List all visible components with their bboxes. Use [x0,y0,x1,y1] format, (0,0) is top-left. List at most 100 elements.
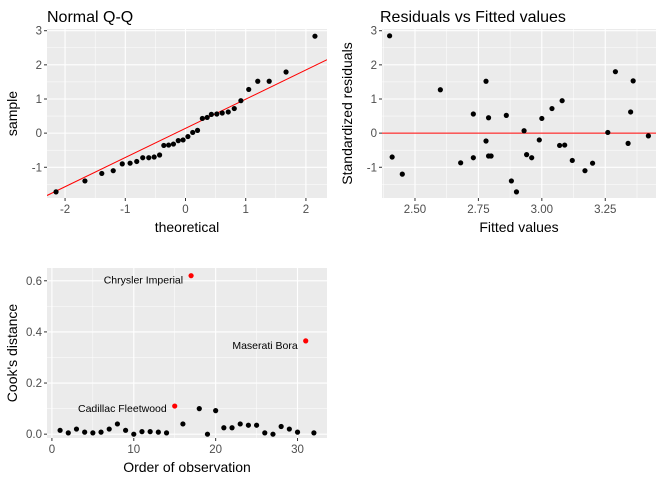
x-axis-title: Order of observation [123,459,251,475]
data-point [155,429,161,435]
panel-cooks: 0 10 20 30 0.0 0.2 0.4 0.6 Chrysler Imperial Mase… [4,268,327,475]
data-point [286,426,292,432]
data-point [503,112,509,118]
data-point [231,105,237,112]
data-point [196,406,202,412]
data-point [630,78,636,84]
data-point [119,161,125,167]
data-point [628,109,634,115]
data-point [253,422,260,428]
data-point [122,427,129,433]
data-point [485,115,492,121]
data-point [213,408,219,414]
data-point [194,127,201,133]
x-tick-label: 0 [49,444,55,456]
x-tick-label: -1 [120,204,130,216]
data-point [539,115,545,122]
x-tick-label: 20 [209,444,222,456]
y-axis-title: Standardized residuals [339,42,355,184]
x-tick-label: 3.25 [594,204,616,216]
data-point [245,422,252,428]
data-point [114,421,121,427]
x-tick-label: -2 [60,204,70,216]
data-point [645,133,651,139]
data-point [180,421,186,427]
data-point [147,429,153,435]
data-point [175,138,181,144]
y-tick-label: -1 [32,162,42,174]
data-point [238,98,244,104]
data-point [389,154,395,160]
data-point [524,152,530,158]
y-tick-label: 0.6 [26,276,42,288]
y-tick-label: -1 [367,162,377,174]
data-point [399,171,405,177]
data-point [488,153,494,159]
data-point [529,155,535,161]
x-tick-label: 2.50 [404,204,426,216]
data-point [131,431,137,437]
data-point [470,111,476,117]
data-point [225,109,231,115]
data-point [219,110,225,116]
data-point [57,427,63,433]
data-point [180,137,186,143]
data-point [559,98,565,104]
point-annotation: Cadillac Fleetwood [78,403,167,415]
data-point [508,178,514,184]
data-point [157,152,163,158]
data-point [312,33,318,39]
plot-background [47,268,327,438]
data-point [605,129,611,136]
data-point [161,142,167,149]
y-tick-label: 0 [36,128,42,140]
y-tick-label: 0.2 [26,378,42,390]
data-point [483,78,489,84]
data-point [229,425,235,431]
data-point [270,431,276,437]
data-point [569,157,575,164]
data-point [521,128,527,134]
data-point [82,429,88,435]
panel-qq: -2 -1 0 1 2 -1 0 1 2 3 Normal Q-Q theoretical sample [4,9,327,235]
reference-line [47,59,327,196]
x-tick-label: 3.00 [531,204,553,216]
y-tick-label: 2 [36,60,42,72]
data-point [127,160,133,166]
data-point [98,429,104,435]
x-tick-label: 0 [182,204,188,216]
y-tick-label: 0 [371,128,377,140]
data-point [513,189,520,195]
x-axis-title: Fitted values [479,219,558,235]
data-point [549,105,555,112]
highlighted-point [303,338,309,344]
data-point [221,425,227,431]
data-point [185,133,191,140]
data-point [536,137,542,143]
data-point [589,160,596,166]
data-point [470,155,476,161]
data-point [562,142,568,148]
data-point [283,69,289,75]
highlighted-point [188,273,194,279]
point-annotation: Chrysler Imperial [104,275,183,287]
data-point [190,129,196,136]
data-point [73,426,80,432]
y-tick-label: 0.0 [26,429,42,441]
data-point [437,87,443,93]
x-tick-label: 10 [127,444,140,456]
data-point [106,426,112,432]
highlighted-point [172,403,178,409]
plot-background [47,29,327,198]
x-axis-title: theoretical [155,219,220,235]
data-point [90,430,96,436]
x-tick-label: 2 [303,204,309,216]
data-point [53,189,59,195]
data-point [199,115,205,122]
data-point [625,140,631,146]
x-tick-label: 30 [291,444,304,456]
plot-title: Residuals vs Fitted values [380,9,566,26]
y-axis-title: sample [4,91,20,136]
data-point [65,430,71,436]
y-tick-label: 3 [36,26,42,38]
